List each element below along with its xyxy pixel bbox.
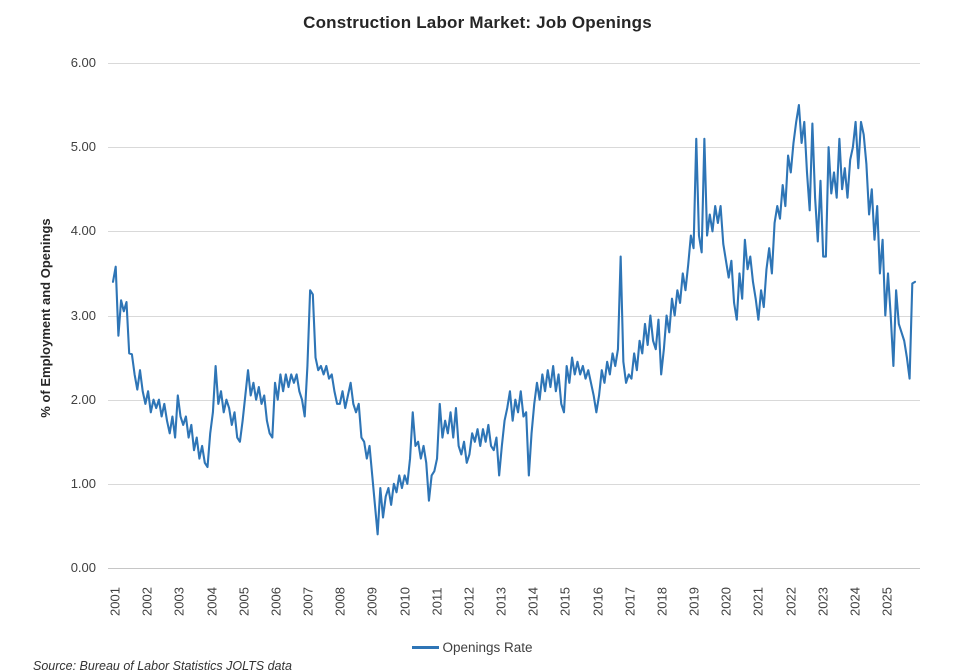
y-tick-label: 3.00 — [70, 307, 96, 323]
x-tick-label: 2022 — [783, 587, 799, 616]
x-tick-label: 2018 — [654, 587, 670, 616]
x-tick-label: 2016 — [590, 587, 606, 616]
y-tick-label: 2.00 — [70, 391, 96, 407]
gridline — [108, 147, 920, 149]
x-tick-label: 2021 — [750, 587, 766, 616]
y-tick-label: 6.00 — [70, 55, 96, 70]
x-tick-label: 2023 — [815, 587, 831, 616]
x-tick-label: 2002 — [139, 587, 155, 616]
legend: Openings Rate — [0, 637, 945, 657]
x-tick-label: 2006 — [268, 587, 284, 616]
y-tick-label: 4.00 — [70, 223, 96, 239]
legend-line-marker — [412, 645, 440, 649]
x-tick-label: 2020 — [718, 587, 734, 616]
x-tick-label: 2017 — [622, 587, 638, 616]
x-tick-label: 2010 — [397, 587, 413, 616]
chart-title: Construction Labor Market: Job Openings — [303, 13, 652, 32]
x-tick-label: 2007 — [300, 587, 316, 616]
y-tick-label: 0.00 — [70, 560, 96, 575]
x-tick-label: 2013 — [493, 587, 509, 616]
x-tick-label: 2025 — [879, 587, 895, 616]
y-tick-label: 1.00 — [70, 475, 96, 491]
x-tick-label: 2005 — [236, 587, 252, 616]
gridline — [108, 483, 920, 485]
x-tick-label: 2019 — [686, 587, 702, 616]
x-tick-label: 2014 — [525, 587, 541, 616]
x-tick-label: 2015 — [557, 587, 573, 616]
legend-label: Openings Rate — [442, 639, 533, 655]
y-tick-label: 5.00 — [70, 139, 96, 155]
x-tick-label: 2003 — [171, 587, 187, 616]
gridline — [108, 568, 920, 569]
x-tick-label: 2009 — [364, 587, 380, 616]
x-tick-label: 2004 — [204, 587, 219, 616]
gridline — [108, 231, 920, 233]
x-tick-label: 2008 — [332, 587, 348, 616]
x-tick-label: 2024 — [847, 587, 863, 616]
gridline — [108, 399, 920, 401]
x-tick-label: 2011 — [429, 587, 445, 616]
source-note: Source: Bureau of Labor Statistics JOLTS… — [33, 659, 292, 672]
gridline — [108, 63, 920, 64]
x-tick-label: 2001 — [107, 587, 123, 616]
x-tick-label: 2012 — [461, 587, 477, 616]
gridline — [108, 315, 920, 317]
openings-rate-line — [111, 104, 917, 536]
